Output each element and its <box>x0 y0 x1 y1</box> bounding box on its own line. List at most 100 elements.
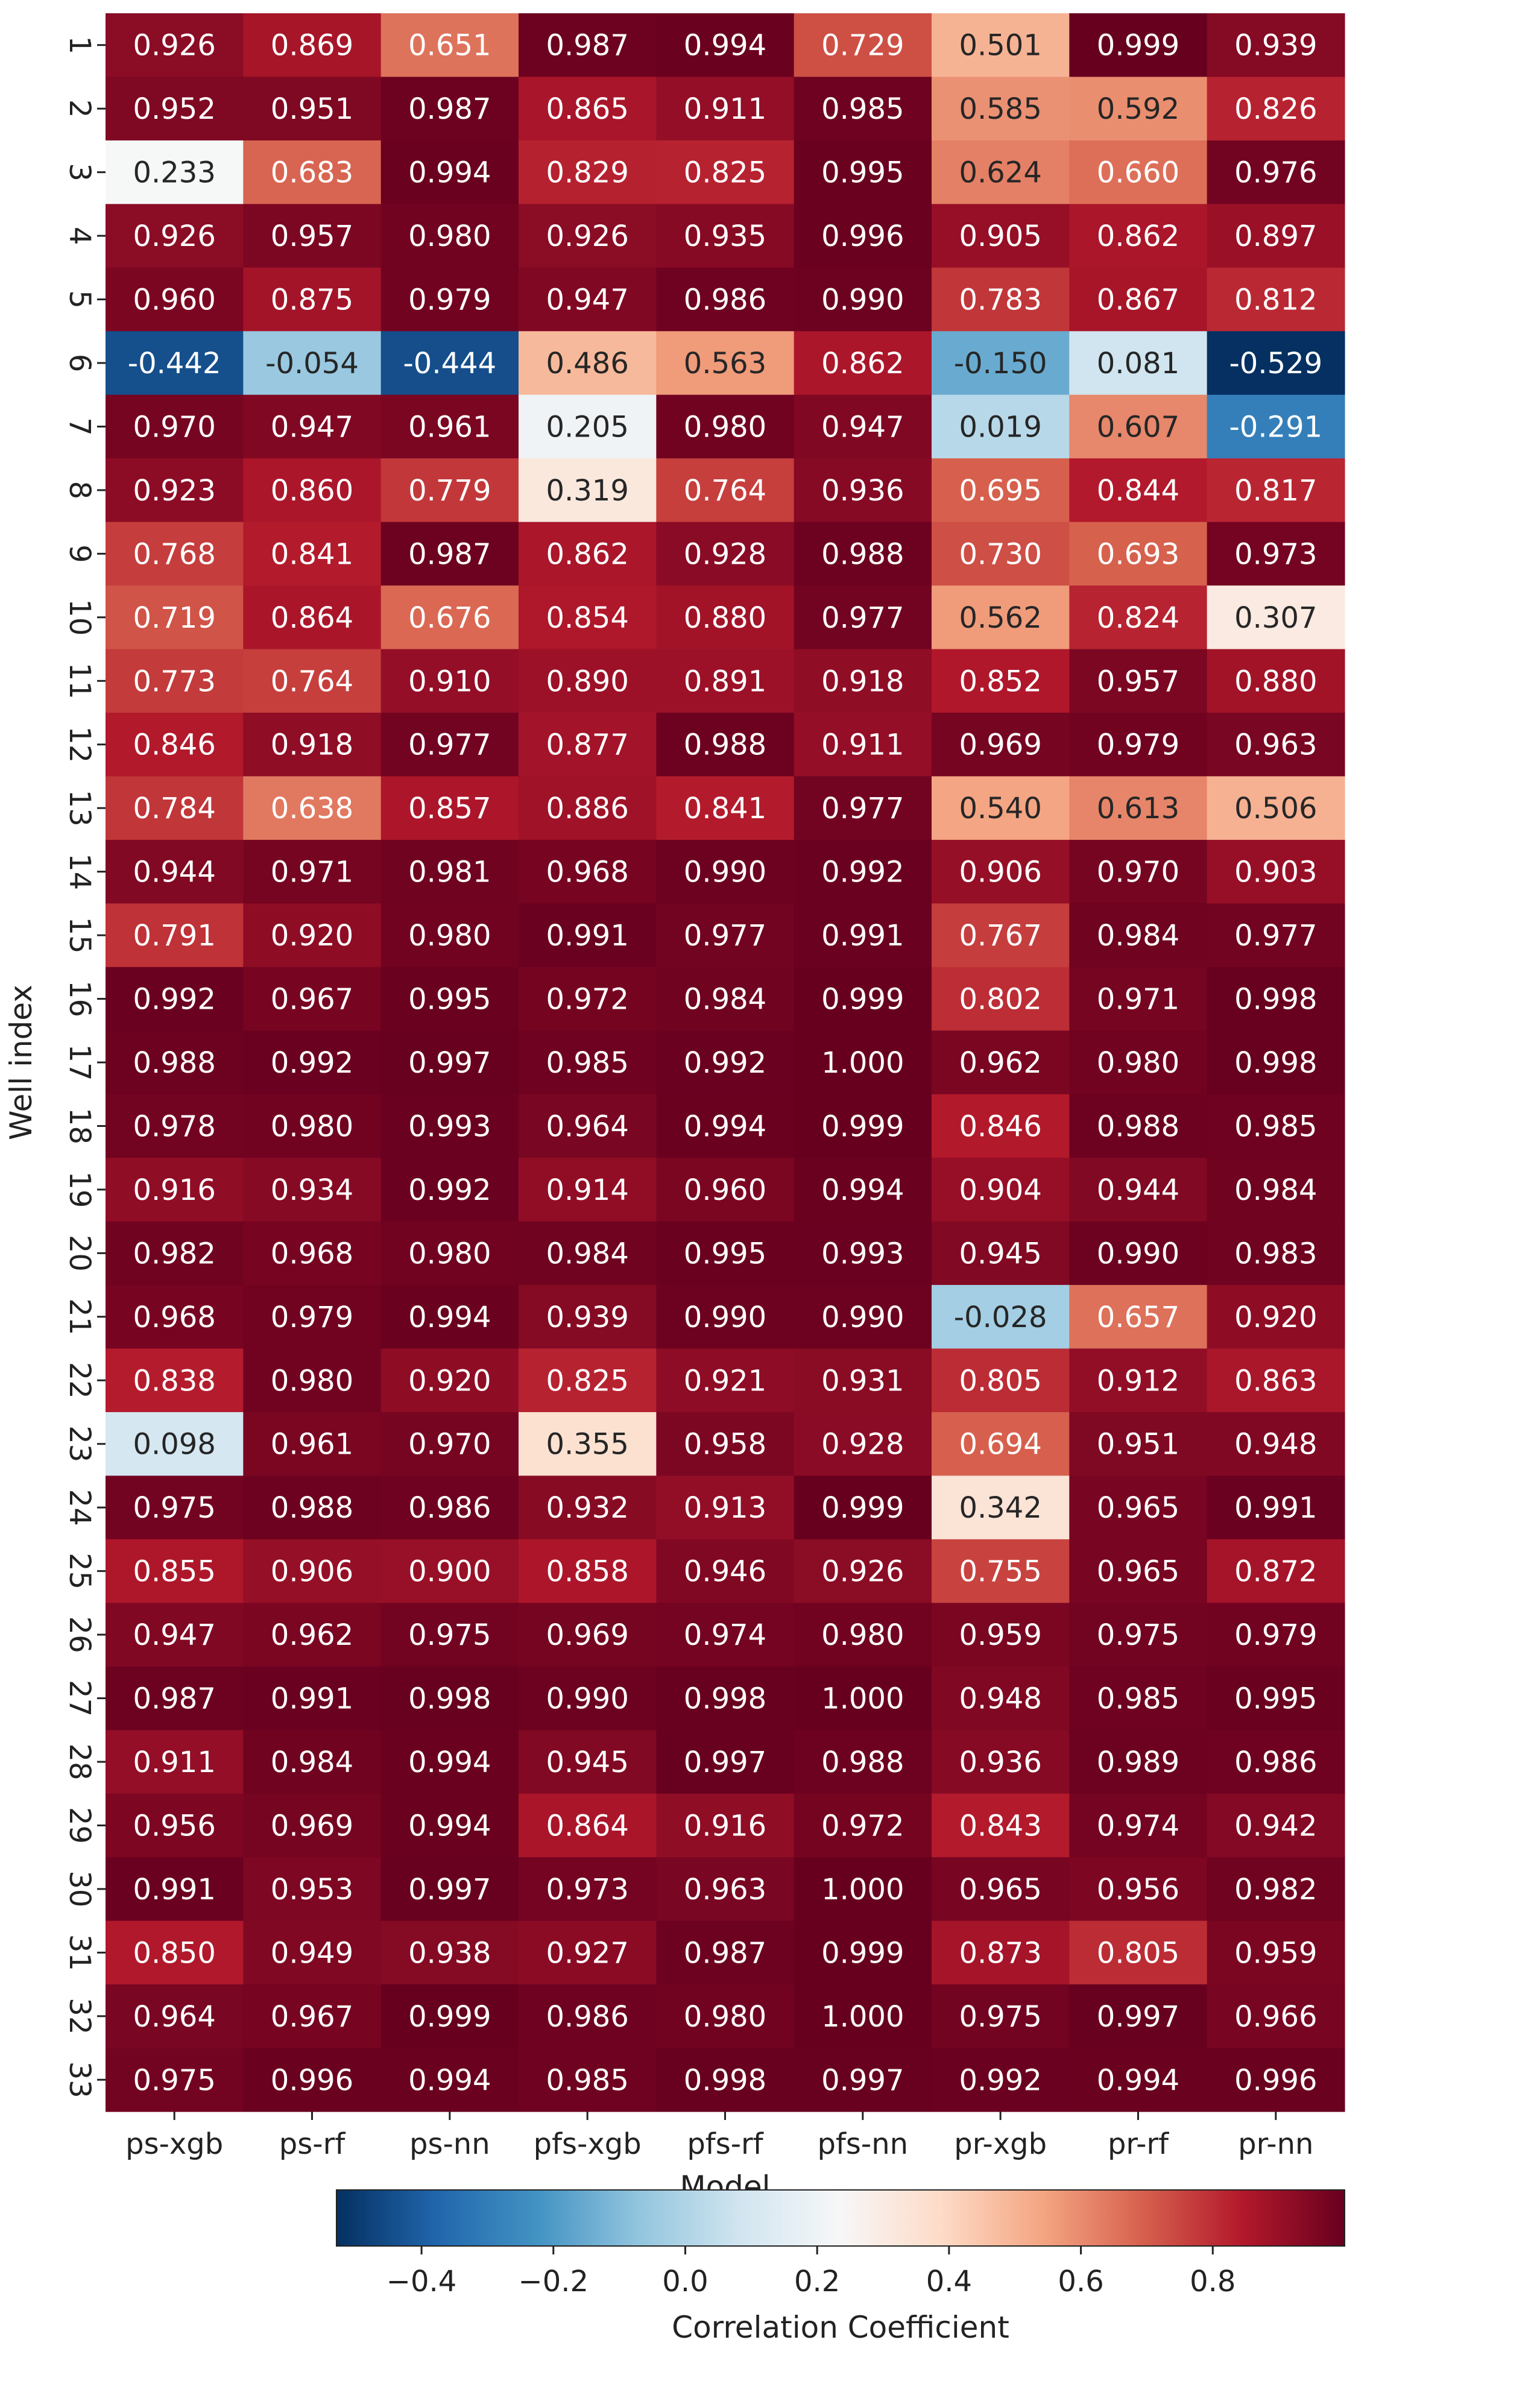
cell-value-label: 0.963 <box>1234 728 1317 762</box>
heatmap-cell <box>656 1920 795 1985</box>
cell-value-label: 0.911 <box>133 1746 215 1779</box>
heatmap-cell <box>380 903 519 968</box>
heatmap-cell <box>243 1475 382 1540</box>
cell-value-label: 0.897 <box>1234 219 1317 253</box>
column-tick-label: pfs-xgb <box>534 2127 642 2161</box>
cell-value-label: 0.949 <box>271 1936 353 1970</box>
heatmap-cell <box>932 585 1070 650</box>
heatmap-cell <box>1069 1603 1208 1667</box>
heatmap-cell <box>932 1603 1070 1667</box>
cell-value-label: 0.926 <box>821 1555 904 1589</box>
cell-value-label: 0.729 <box>821 29 904 63</box>
cell-value-label: 0.995 <box>408 983 491 1017</box>
cell-value-label: 0.968 <box>546 856 628 889</box>
heatmap-cell <box>1207 1094 1345 1158</box>
cell-value-label: 0.987 <box>684 1936 766 1970</box>
cell-value-label: 0.993 <box>408 1109 491 1143</box>
heatmap-cell <box>656 522 795 586</box>
heatmap-cell <box>656 1793 795 1858</box>
heatmap-cell <box>106 1730 244 1794</box>
cell-value-label: 0.651 <box>408 29 491 63</box>
heatmap-cell <box>1069 394 1208 459</box>
heatmap-cell <box>380 967 519 1031</box>
heatmap-cell <box>1069 585 1208 650</box>
cell-value-label: 0.976 <box>1234 156 1317 190</box>
cell-value-label: 0.988 <box>684 728 766 762</box>
cell-value-label: 0.939 <box>1234 29 1317 63</box>
heatmap-cell <box>932 394 1070 459</box>
cell-value-label: 0.958 <box>684 1428 766 1462</box>
heatmap-cell <box>932 1920 1070 1985</box>
cell-value-label: 0.991 <box>821 919 904 953</box>
cell-value-label: 0.730 <box>959 537 1041 571</box>
cell-value-label: 0.992 <box>133 983 215 1017</box>
heatmap-cell <box>519 1158 657 1222</box>
cell-value-label: 0.913 <box>684 1491 766 1525</box>
cell-value-label: 0.997 <box>408 1046 491 1080</box>
colorbar-tick-label: 0.2 <box>794 2265 840 2298</box>
colorbar-tick-label: −0.4 <box>387 2265 457 2298</box>
row-tick-label: 31 <box>63 1934 96 1971</box>
cell-value-label: 0.986 <box>684 283 766 317</box>
heatmap-cell <box>380 267 519 332</box>
cell-value-label: 0.989 <box>1097 1746 1179 1779</box>
cell-value-label: 0.993 <box>821 1237 904 1270</box>
heatmap-cell <box>519 585 657 650</box>
heatmap-cell <box>656 1475 795 1540</box>
cell-value-label: 0.613 <box>1097 792 1179 825</box>
heatmap-cell <box>794 1730 932 1794</box>
cell-value-label: 0.501 <box>959 29 1041 63</box>
heatmap-cell <box>1207 1285 1345 1349</box>
heatmap-cell <box>106 776 244 841</box>
cell-value-label: 0.961 <box>408 410 491 444</box>
cell-value-label: 0.926 <box>133 219 215 253</box>
heatmap-cell <box>380 713 519 777</box>
heatmap-cell <box>656 1984 795 2049</box>
cell-value-label: 0.977 <box>684 919 766 953</box>
heatmap-cell <box>932 522 1070 586</box>
cell-value-label: 0.918 <box>271 728 353 762</box>
heatmap-cell <box>519 77 657 141</box>
cell-value-label: 0.869 <box>271 29 353 63</box>
cell-value-label: 0.880 <box>1234 664 1317 698</box>
cell-value-label: 0.846 <box>959 1109 1041 1143</box>
heatmap-cell <box>1069 1539 1208 1603</box>
heatmap-cell <box>519 331 657 396</box>
heatmap-cell <box>932 1666 1070 1730</box>
colorbar-tick-label: −0.2 <box>518 2265 589 2298</box>
heatmap-cell <box>656 1030 795 1095</box>
heatmap-cell <box>1069 1857 1208 1922</box>
heatmap-cell <box>932 1348 1070 1413</box>
cell-value-label: 0.920 <box>1234 1301 1317 1334</box>
cell-value-label: 0.852 <box>959 664 1041 698</box>
cell-value-label: 0.864 <box>546 1809 628 1843</box>
cell-value-label: 0.980 <box>684 410 766 444</box>
cell-value-label: 0.990 <box>821 283 904 317</box>
heatmap-cell <box>932 77 1070 141</box>
cell-value-label: 0.966 <box>1234 2000 1317 2034</box>
heatmap-cell <box>243 1221 382 1286</box>
heatmap-cell <box>106 1221 244 1286</box>
heatmap-cell <box>794 585 932 650</box>
heatmap-cell <box>1069 140 1208 204</box>
heatmap-cell <box>656 394 795 459</box>
heatmap-cell <box>380 1539 519 1603</box>
column-tick-label: pr-xgb <box>954 2127 1047 2161</box>
heatmap-cell <box>1069 1475 1208 1540</box>
cell-value-label: 0.694 <box>959 1428 1041 1462</box>
cell-value-label: 0.802 <box>959 983 1041 1017</box>
cell-value-label: 0.862 <box>1097 219 1179 253</box>
heatmap-cell <box>243 713 382 777</box>
heatmap-cell <box>1207 1539 1345 1603</box>
heatmap-cell <box>243 331 382 396</box>
heatmap-cell <box>794 2048 932 2112</box>
row-tick-label: 30 <box>63 1870 96 1907</box>
heatmap-cell <box>794 967 932 1031</box>
heatmap-cell <box>932 903 1070 968</box>
y-axis-label: Well index <box>4 985 39 1140</box>
cell-value-label: -0.442 <box>128 347 221 380</box>
heatmap-cell <box>106 1920 244 1985</box>
heatmap-cell <box>106 1539 244 1603</box>
heatmap-cell <box>380 458 519 523</box>
cell-value-label: 0.987 <box>408 537 491 571</box>
